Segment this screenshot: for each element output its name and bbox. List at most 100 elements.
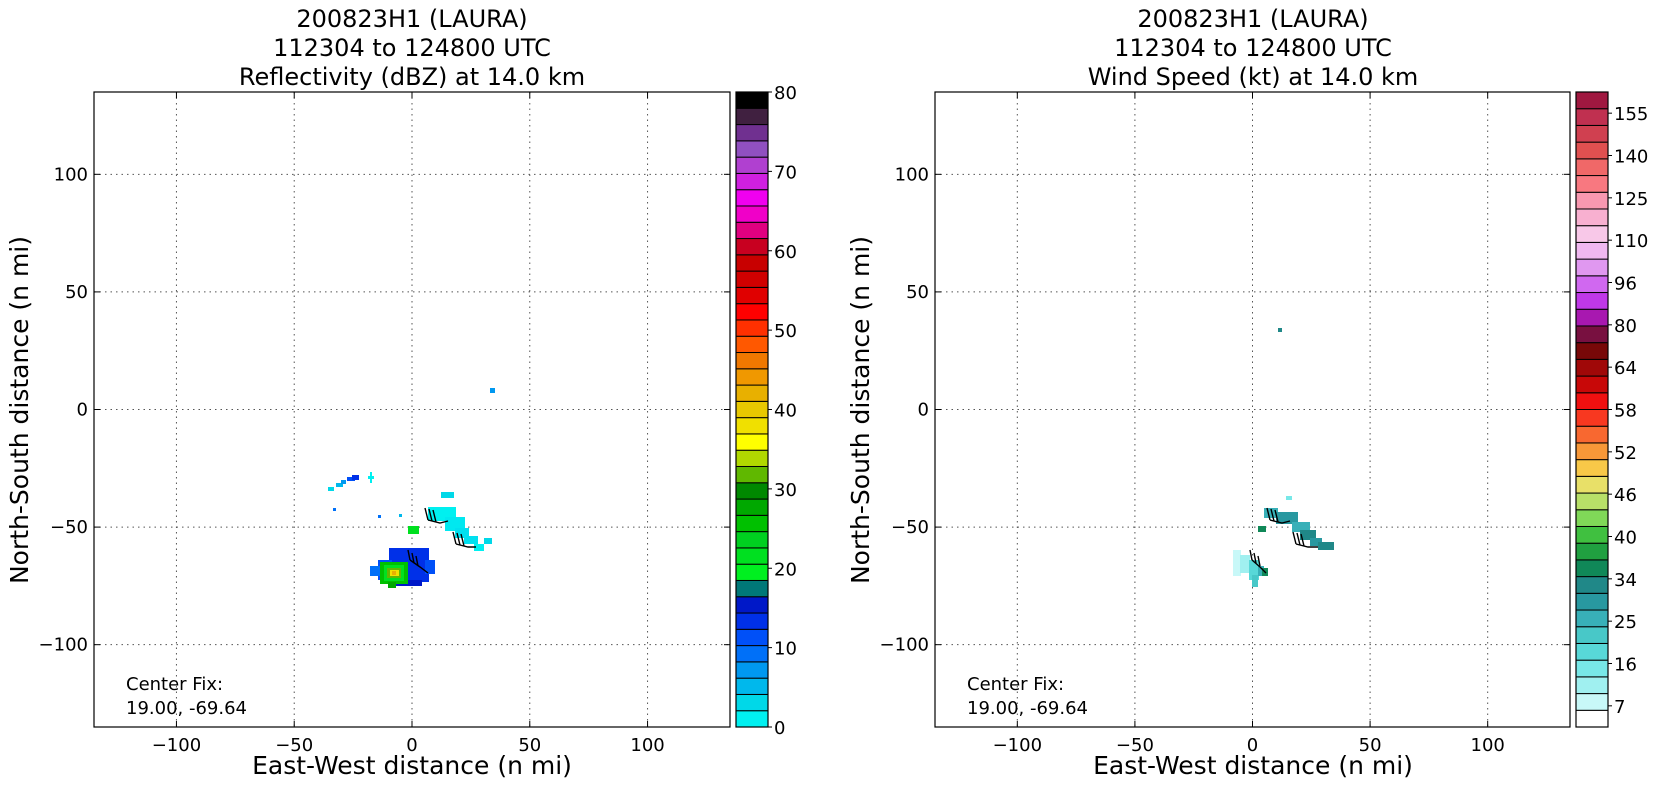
wind-speed-y-axis-label: North-South distance (n mi)	[846, 236, 875, 584]
wind-speed-colorbar-segment	[1575, 325, 1609, 344]
reflectivity-colorbar-segment	[735, 693, 769, 712]
wind-speed-colorbar-segment	[1575, 308, 1609, 327]
reflectivity-colorbar-tick-label: 40	[774, 401, 797, 422]
reflectivity-colorbar-segment	[735, 400, 769, 419]
reflectivity-x-tick-label: 0	[406, 735, 417, 756]
wind-speed-colorbar-tick-label: 80	[1614, 316, 1637, 337]
reflectivity-y-tick-label: −100	[39, 635, 88, 656]
reflectivity-colorbar-segment	[735, 498, 769, 516]
wind-speed-colorbar-segment	[1575, 626, 1609, 644]
wind-speed-x-tick-label: 50	[1359, 735, 1382, 756]
reflectivity-colorbar-tick-label: 80	[774, 83, 797, 104]
reflectivity-colorbar-segment	[735, 124, 769, 142]
reflectivity-grid	[94, 92, 730, 727]
reflectivity-colorbar: 0 10 20 30 40 50 60 70 80	[735, 83, 797, 739]
reflectivity-colorbar-segment	[735, 465, 769, 484]
wind-speed-colorbar-segment	[1575, 475, 1609, 494]
reflectivity-center-fix-value: 19.00, -69.64	[126, 698, 247, 719]
wind-speed-colorbar-segment	[1575, 492, 1609, 511]
wind-speed-colorbar-tick-label: 25	[1614, 612, 1637, 633]
wind-speed-y-tick-label: 100	[895, 164, 929, 185]
wind-speed-colorbar-tick-label: 140	[1614, 147, 1648, 168]
wind-speed-colorbar-segment	[1575, 175, 1609, 193]
wind-speed-colorbar-tick-label: 34	[1614, 570, 1637, 591]
wind-speed-x-tick-label: −100	[993, 735, 1042, 756]
wind-speed-center-fix-label: Center Fix:	[967, 674, 1064, 695]
wind-speed-colorbar-tick-label: 52	[1614, 443, 1637, 464]
wind-speed-flight-track-barbs	[1249, 507, 1318, 574]
wind-speed-x-tick-label: 0	[1247, 735, 1258, 756]
reflectivity-colorbar-segment	[735, 596, 769, 614]
wind-speed-colorbar-segment	[1575, 442, 1609, 461]
wind-speed-colorbar-segment	[1575, 241, 1609, 260]
wind-speed-colorbar-segment	[1575, 158, 1609, 177]
reflectivity-x-tick-label: −50	[275, 735, 313, 756]
reflectivity-colorbar-segment	[735, 417, 769, 435]
wind-speed-colorbar-tick-label: 110	[1614, 231, 1648, 252]
reflectivity-x-ticks: −100 −50 0 50 100	[152, 92, 665, 756]
reflectivity-y-ticks: −100 −50 0 50 100	[39, 164, 730, 656]
reflectivity-colorbar-segment	[735, 270, 769, 288]
wind-speed-colorbar-segment	[1575, 525, 1609, 544]
wind-speed-colorbar-segment	[1575, 676, 1609, 695]
reflectivity-y-tick-label: −50	[50, 517, 88, 538]
wind-speed-x-ticks: −100 −50 0 50 100	[993, 92, 1505, 756]
reflectivity-colorbar-segment	[735, 107, 769, 126]
wind-speed-colorbar-tick-label: 46	[1614, 485, 1637, 506]
reflectivity-x-tick-label: 100	[630, 735, 664, 756]
wind-speed-x-tick-label: 100	[1471, 735, 1505, 756]
wind-speed-y-tick-label: −50	[891, 517, 929, 538]
wind-speed-colorbar-segment	[1575, 592, 1609, 611]
reflectivity-colorbar-segment	[735, 563, 769, 581]
reflectivity-y-tick-label: 100	[54, 164, 88, 185]
reflectivity-colorbar-segment	[735, 238, 769, 256]
reflectivity-colorbar-segment	[735, 384, 769, 402]
wind-speed-panel: 200823H1 (LAURA) 112304 to 124800 UTC Wi…	[846, 5, 1648, 780]
wind-speed-colorbar-segment	[1575, 642, 1609, 661]
reflectivity-colorbar-tick-label: 30	[774, 480, 797, 501]
reflectivity-colorbar-segment	[735, 156, 769, 174]
wind-speed-colorbar-segment	[1575, 375, 1609, 394]
reflectivity-colorbar-tick-label: 60	[774, 242, 797, 263]
reflectivity-colorbar-segment	[735, 482, 769, 500]
reflectivity-panel: 200823H1 (LAURA) 112304 to 124800 UTC Re…	[5, 5, 797, 780]
wind-speed-y-tick-label: −100	[880, 635, 929, 656]
wind-speed-colorbar-segment	[1575, 693, 1609, 711]
reflectivity-x-axis-label: East-West distance (n mi)	[252, 751, 572, 780]
reflectivity-colorbar-segment	[735, 352, 769, 370]
flight-track-barbs	[407, 507, 476, 574]
wind-speed-colorbar-segment	[1575, 392, 1609, 410]
wind-speed-colorbar-segment	[1575, 542, 1609, 561]
reflectivity-colorbar-segment	[735, 319, 769, 337]
reflectivity-colorbar-segment	[735, 254, 769, 272]
wind-speed-colorbar: 7 16 25 34 40 46 52 58 64 80 96 110 125 140 155	[1575, 91, 1648, 728]
wind-speed-center-fix-value: 19.00, -69.64	[967, 698, 1088, 719]
reflectivity-x-tick-label: 50	[518, 735, 541, 756]
reflectivity-center-fix-label: Center Fix:	[126, 674, 223, 695]
reflectivity-colorbar-segment	[735, 286, 769, 305]
wind-speed-colorbar-tick-label: 125	[1614, 189, 1648, 210]
wind-speed-colorbar-segment	[1575, 509, 1609, 527]
reflectivity-y-tick-label: 50	[65, 282, 88, 303]
wind-speed-colorbar-segment	[1575, 91, 1609, 110]
reflectivity-colorbar-tick-label: 0	[774, 718, 785, 739]
reflectivity-colorbar-segment	[735, 628, 769, 647]
reflectivity-colorbar-segment	[735, 335, 769, 354]
reflectivity-x-tick-label: −100	[152, 735, 201, 756]
reflectivity-title-line-1: 200823H1 (LAURA)	[296, 5, 527, 33]
wind-speed-colorbar-tick-label: 16	[1614, 655, 1637, 676]
reflectivity-colorbar-tick-label: 70	[774, 162, 797, 183]
wind-speed-colorbar-segment	[1575, 141, 1609, 160]
wind-speed-x-axis-label: East-West distance (n mi)	[1093, 751, 1413, 780]
wind-speed-data-field	[1233, 328, 1334, 587]
reflectivity-y-axis-label: North-South distance (n mi)	[5, 236, 34, 584]
wind-speed-colorbar-segment	[1575, 559, 1609, 578]
reflectivity-colorbar-segment	[735, 645, 769, 663]
reflectivity-colorbar-segment	[735, 172, 769, 191]
wind-speed-colorbar-segment	[1575, 258, 1609, 277]
reflectivity-colorbar-segment	[735, 433, 769, 451]
wind-speed-colorbar-segment	[1575, 358, 1609, 377]
reflectivity-title-line-2: 112304 to 124800 UTC	[273, 34, 551, 62]
wind-speed-y-tick-label: 0	[918, 400, 929, 421]
